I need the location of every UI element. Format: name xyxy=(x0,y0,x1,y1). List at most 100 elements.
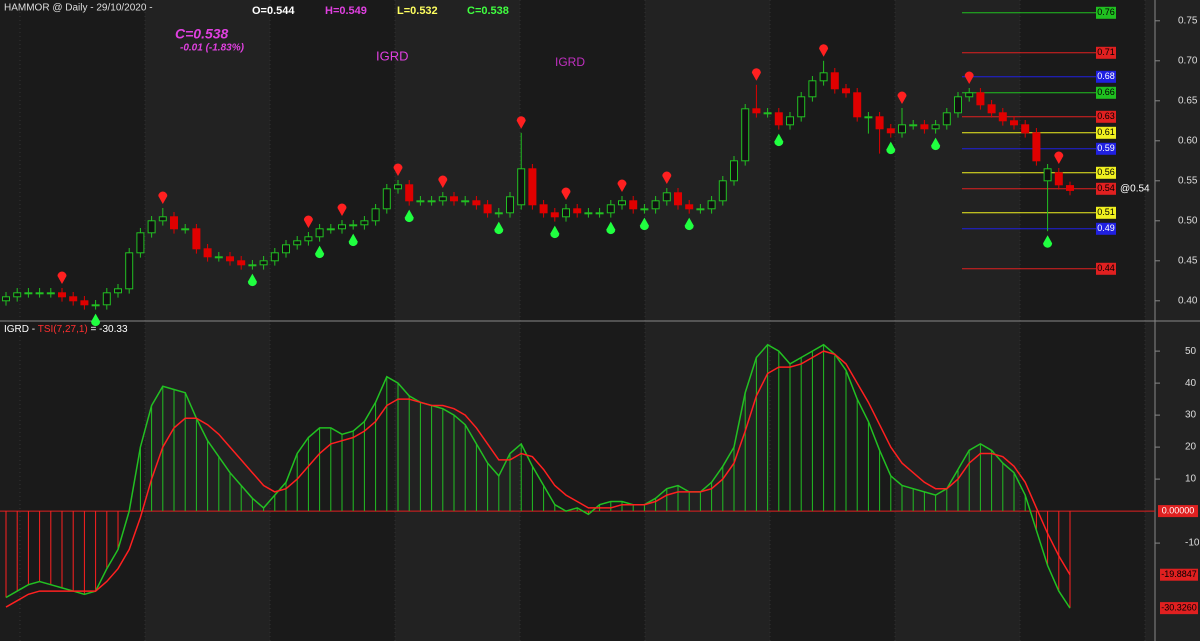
y-tick-label: 0.55 xyxy=(1178,175,1198,186)
ohlc-label: H=0.549 xyxy=(325,5,367,17)
candle-body xyxy=(539,204,548,214)
candle-body xyxy=(909,124,918,127)
level-label: 0.54 xyxy=(1097,183,1115,193)
end-label-box xyxy=(1160,568,1198,581)
ohlc-label: O=0.544 xyxy=(252,5,295,17)
sell-signal xyxy=(897,91,907,104)
sell-signal xyxy=(158,191,168,204)
y-tick-label: 50 xyxy=(1185,346,1197,357)
candle-body xyxy=(662,192,671,202)
candle-body xyxy=(752,108,761,114)
candle-body xyxy=(920,124,929,130)
candle-body xyxy=(125,252,134,290)
candle-body xyxy=(998,112,1007,122)
sell-signal xyxy=(751,68,761,81)
chart-title: HAMMOR @ Daily - 29/10/2020 - xyxy=(4,3,153,14)
candle-body xyxy=(797,96,806,118)
level-label: 0.71 xyxy=(1097,47,1115,57)
indicator-line xyxy=(5,343,1071,609)
candle-body xyxy=(382,188,391,210)
level-box xyxy=(1096,142,1116,155)
candle-body xyxy=(58,292,66,298)
candle-body xyxy=(685,204,694,210)
level-label: 0.56 xyxy=(1097,167,1115,177)
y-tick-label: 0.60 xyxy=(1178,135,1198,146)
candle-body xyxy=(203,248,212,258)
sell-signal xyxy=(57,271,67,284)
candle-body xyxy=(718,180,727,202)
candle-body xyxy=(192,228,201,250)
candle-body xyxy=(562,208,570,218)
candle-body xyxy=(371,208,380,222)
zero-box xyxy=(1158,505,1198,518)
sell-signal xyxy=(438,175,448,188)
candle-body xyxy=(942,112,951,126)
candle-body xyxy=(394,184,402,190)
candle-body xyxy=(360,220,369,226)
candle-body xyxy=(69,296,78,302)
level-label: 0.66 xyxy=(1097,87,1115,97)
candle-body xyxy=(629,200,638,210)
candle-body xyxy=(304,236,313,242)
indicator-title: IGRD - TSI(7,27,1) = -30.33 xyxy=(4,324,128,335)
candle-body xyxy=(483,204,492,214)
end-label: -19.8847 xyxy=(1161,569,1197,579)
annotation: IGRD xyxy=(376,48,409,63)
candle-body xyxy=(730,160,738,182)
candle-body xyxy=(349,224,358,227)
zero-label: 0.00000 xyxy=(1162,505,1195,515)
candle-body xyxy=(315,228,324,238)
sell-signal xyxy=(303,215,313,228)
buy-signal xyxy=(886,141,896,155)
candle-body xyxy=(282,244,290,254)
candle-body xyxy=(259,260,268,266)
candle-body xyxy=(618,200,626,206)
buy-signal xyxy=(550,225,560,239)
candle-body xyxy=(427,200,436,203)
candle-body xyxy=(114,288,122,294)
candle-body xyxy=(674,192,682,206)
end-label-box xyxy=(1160,602,1198,615)
y-tick-label: 0.40 xyxy=(1178,295,1198,306)
level-label: 0.51 xyxy=(1097,207,1115,217)
candle-body xyxy=(550,212,559,218)
annotation: IGRD xyxy=(555,55,585,69)
candle-body xyxy=(696,208,705,211)
candle-body xyxy=(450,196,458,202)
level-box xyxy=(1096,166,1116,179)
sell-signal xyxy=(337,203,347,216)
candle-body xyxy=(1032,132,1041,162)
level-box xyxy=(1096,110,1116,123)
candle-body xyxy=(886,128,895,134)
candle-body xyxy=(976,92,985,106)
candle-body xyxy=(595,212,604,215)
candle-body xyxy=(707,200,716,210)
y-tick-label: 0.50 xyxy=(1178,215,1198,226)
level-label: 0.63 xyxy=(1097,111,1115,121)
candle-body xyxy=(584,212,593,215)
candle-body xyxy=(774,112,783,126)
level-box xyxy=(1096,262,1116,275)
level-label: 0.49 xyxy=(1097,223,1115,233)
candle-body xyxy=(506,196,514,214)
change-label: -0.01 (-1.83%) xyxy=(180,43,245,54)
buy-signal xyxy=(606,221,616,235)
y-tick-label: 0.45 xyxy=(1178,255,1198,266)
candle-body xyxy=(13,292,22,298)
candle-body xyxy=(931,124,940,130)
candle-body xyxy=(898,124,906,134)
level-label: 0.44 xyxy=(1097,263,1115,273)
y-tick-label: 20 xyxy=(1185,442,1197,453)
candle-body xyxy=(46,292,55,295)
sell-signal xyxy=(1054,151,1064,164)
candle-body xyxy=(1066,185,1074,191)
level-box xyxy=(1096,46,1116,59)
candle-body xyxy=(853,92,862,118)
buy-signal xyxy=(404,209,414,223)
sell-signal xyxy=(964,71,974,84)
y-tick-label: 0.70 xyxy=(1178,55,1198,66)
candle-body xyxy=(237,260,246,266)
candle-body xyxy=(517,168,526,206)
buy-signal xyxy=(931,137,941,151)
buy-signal xyxy=(1043,235,1053,248)
